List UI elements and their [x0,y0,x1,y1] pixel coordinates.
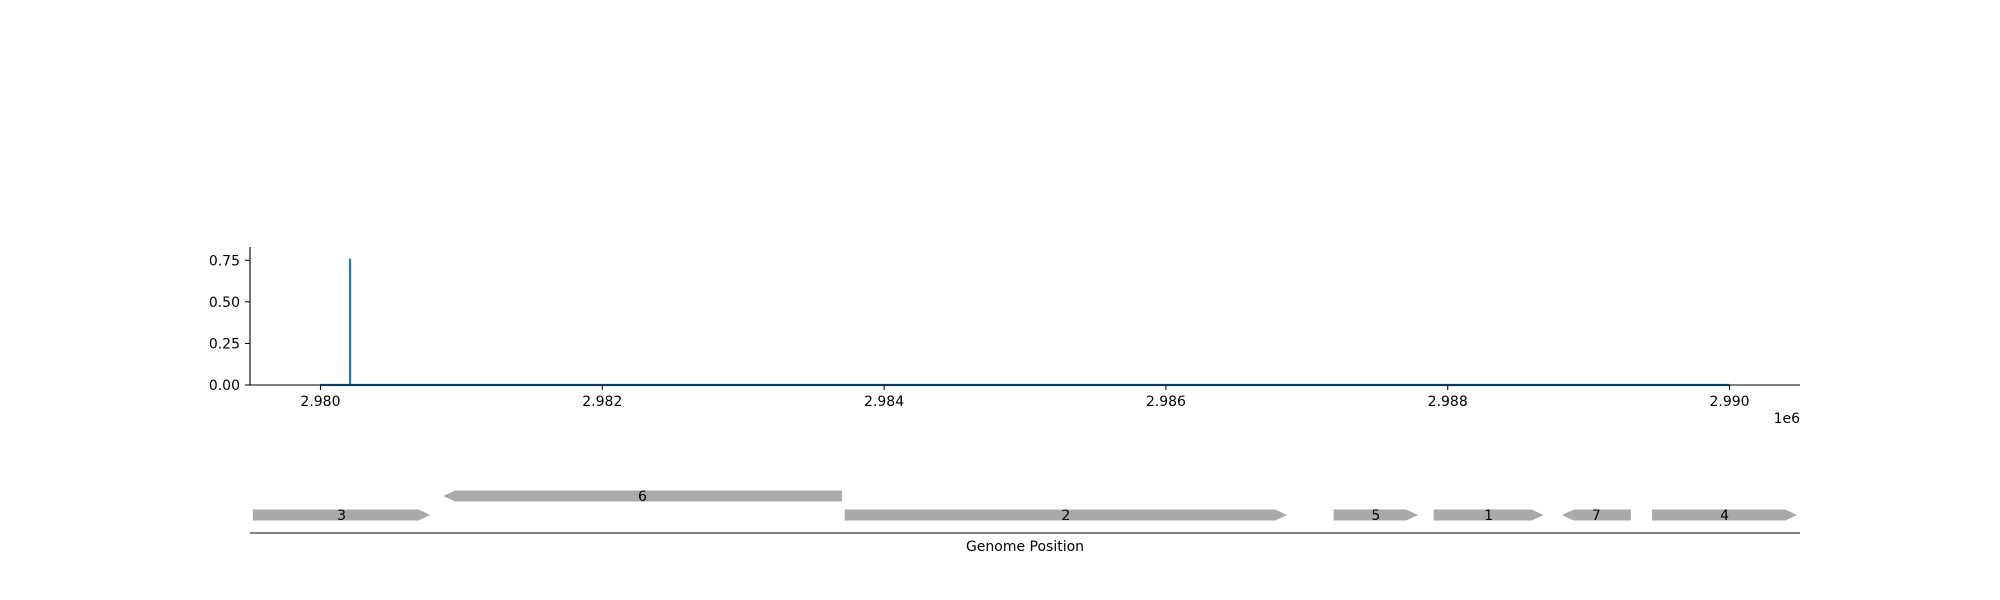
x-tick-label: 2.988 [1428,394,1468,410]
gene-label-5: 5 [1371,508,1380,524]
gene-arrow-6 [443,490,842,502]
gene-label-3: 3 [337,508,346,524]
y-tick-label: 0.75 [209,253,240,269]
gene-arrow-2 [844,509,1288,521]
gene-track: 3 6 2 5 1 7 4 Genome Position [250,489,1800,555]
x-tick-label: 2.980 [300,394,340,410]
gene-arrow-7 [1561,509,1631,521]
x-tick-label: 2.990 [1709,394,1749,410]
y-tick-label: 0.50 [209,295,240,311]
gene-arrow-1 [1433,509,1544,521]
gene-arrow-4 [1652,509,1798,521]
gene-label-6: 6 [638,489,647,505]
y-tick-label: 0.25 [209,336,240,352]
x-tick-label: 2.986 [1146,394,1186,410]
x-axis-label: Genome Position [966,539,1084,555]
gene-label-1: 1 [1484,508,1493,524]
gene-label-4: 4 [1720,508,1729,524]
series-line-0 [320,258,1730,387]
x-tick-label: 2.982 [582,394,622,410]
y-tick-label: 0.00 [209,378,240,394]
gene-label-2: 2 [1061,508,1070,524]
signal-plot: 0.00 0.25 0.50 0.75 2.980 2.982 2.984 2.986 2.98… [209,247,1800,427]
gene-arrow-5 [1333,509,1419,521]
gene-label-7: 7 [1592,508,1601,524]
x-offset-label: 1e6 [1774,411,1801,427]
x-tick-label: 2.984 [864,394,904,410]
gene-arrow-3 [252,509,431,521]
